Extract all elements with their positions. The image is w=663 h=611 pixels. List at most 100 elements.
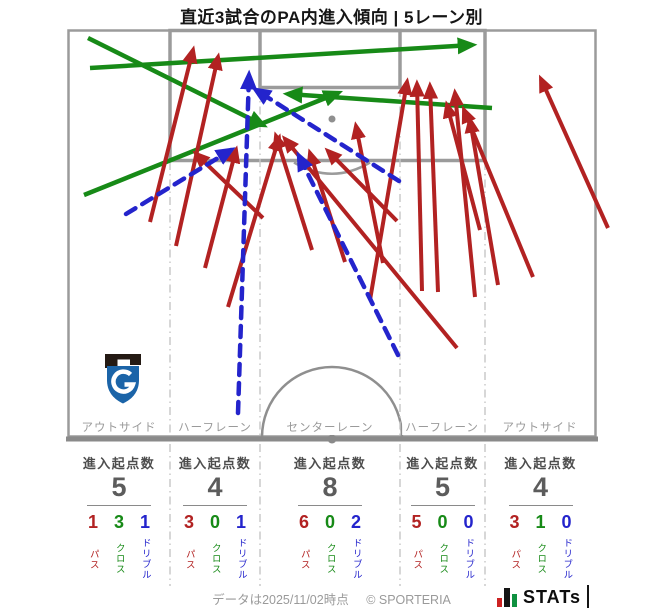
- dribble-count: 1: [139, 512, 150, 533]
- origins-count: 5: [111, 472, 127, 502]
- cross-count: 0: [324, 512, 335, 533]
- stat-column-1: 進入起点数 5 1 パス 3 クロス 1 ドリブル: [68, 449, 170, 587]
- cross-arrow: [86, 35, 268, 128]
- pass-count: 3: [509, 512, 520, 533]
- divider: [298, 505, 362, 507]
- stat-column-4: 進入起点数 5 5 パス 0 クロス 0 ドリブル: [400, 449, 485, 587]
- dribble-count: 2: [350, 512, 361, 533]
- cross-label: クロス: [437, 543, 449, 575]
- breakdown-row: 3 パス 1 クロス 0 ドリブル: [485, 513, 596, 583]
- penalty-spot: [328, 115, 336, 123]
- dribble-count: 0: [463, 512, 474, 533]
- data-timestamp-note: データは2025/11/02時点: [212, 593, 349, 607]
- stat-header: 進入起点数: [406, 456, 479, 471]
- pass-arrow: [422, 81, 440, 293]
- pass-count: 1: [87, 512, 98, 533]
- cross-arrow: [83, 90, 344, 198]
- pass-arrow: [203, 145, 241, 269]
- stat-column-5: 進入起点数 4 3 パス 1 クロス 0 ドリブル: [485, 449, 596, 587]
- origins-count: 5: [434, 472, 451, 502]
- pass-label: パス: [183, 548, 195, 570]
- pass-label: パス: [298, 548, 310, 570]
- black-bar: [504, 588, 510, 607]
- dribble-arrow: [235, 69, 258, 416]
- pass-arrow: [409, 79, 425, 292]
- cross-count: 0: [209, 512, 220, 533]
- pass-label: パス: [87, 548, 99, 570]
- dribble-label: ドリブル: [139, 538, 151, 581]
- stat-header: 進入起点数: [82, 456, 156, 471]
- pass-arrow: [368, 77, 413, 301]
- pass-count: 6: [298, 512, 309, 533]
- pass-label: パス: [411, 548, 423, 570]
- pass-arrow: [351, 121, 385, 264]
- stats-brand-logo: STATs: [497, 584, 589, 608]
- pass-arrow: [272, 131, 314, 251]
- breakdown-row: 1 パス 3 クロス 1 ドリブル: [68, 513, 170, 583]
- lane-label-halflane-right: ハーフレーン: [402, 419, 482, 435]
- breakdown-row: 3 パス 0 クロス 1 ドリブル: [170, 513, 260, 583]
- stat-column-2: 進入起点数 4 3 パス 0 クロス 1 ドリブル: [170, 449, 260, 587]
- divider: [183, 505, 247, 507]
- cross-label: クロス: [209, 543, 221, 575]
- stat-header: 進入起点数: [293, 456, 367, 471]
- dribble-count: 0: [561, 512, 572, 533]
- pass-count: 3: [183, 512, 194, 533]
- lane-label-outside-left: アウトサイド: [78, 419, 160, 435]
- divider: [410, 505, 475, 507]
- pass-arrow: [226, 133, 283, 308]
- footer: データは2025/11/02時点 © SPORTERIA: [0, 589, 663, 608]
- logo-divider: [587, 585, 589, 608]
- lane-dividers: [169, 89, 486, 586]
- stat-column-3: 進入起点数 8 6 パス 0 クロス 2 ドリブル: [260, 449, 400, 587]
- cross-arrow: [89, 37, 478, 71]
- center-circle-arc: [260, 365, 404, 438]
- goal-area: [258, 28, 402, 90]
- cross-label: クロス: [113, 543, 125, 575]
- stat-header: 進入起点数: [178, 456, 252, 471]
- origins-count: 4: [207, 472, 223, 502]
- crest-top: [105, 354, 141, 368]
- pass-arrow: [442, 100, 482, 231]
- dribble-arrow: [296, 151, 401, 358]
- pass-arrow: [539, 74, 610, 229]
- crest-g-mark: [111, 369, 137, 394]
- pass-label: パス: [509, 548, 521, 570]
- breakdown-row: 5 パス 0 クロス 0 ドリブル: [400, 513, 485, 583]
- dribble-label: ドリブル: [561, 538, 573, 581]
- pass-arrow: [464, 115, 500, 286]
- club-crest-logo: [105, 354, 141, 404]
- entry-arrows: [83, 35, 610, 416]
- green-bar: [512, 594, 517, 607]
- stat-header: 進入起点数: [504, 456, 577, 471]
- divider: [508, 505, 573, 507]
- page-title: 直近3試合のPA内進入傾向 | 5レーン別: [179, 8, 484, 27]
- dribble-label: ドリブル: [463, 538, 475, 581]
- dribble-arrow: [123, 147, 236, 217]
- breakdown-row: 6 パス 0 クロス 2 ドリブル: [260, 513, 400, 583]
- pass-arrow: [461, 105, 535, 278]
- pass-arrow: [448, 88, 477, 298]
- cross-label: クロス: [324, 543, 336, 575]
- divider: [87, 505, 151, 507]
- lane-label-center: センターレーン: [283, 419, 377, 435]
- lane-label-halflane-left: ハーフレーン: [175, 419, 255, 435]
- cross-label: クロス: [535, 543, 547, 575]
- dribble-arrow: [251, 87, 402, 184]
- cross-count: 0: [437, 512, 448, 533]
- bar-chart-icon: [497, 588, 517, 608]
- kickoff-spot: [327, 434, 337, 444]
- origins-count: 8: [322, 472, 338, 502]
- origins-count: 4: [532, 472, 549, 502]
- dribble-count: 1: [235, 512, 246, 533]
- lane-label-outside-right: アウトサイド: [499, 419, 581, 435]
- pass-arrow: [281, 135, 459, 350]
- pass-arrow: [306, 148, 347, 263]
- dribble-label: ドリブル: [235, 538, 247, 581]
- cross-count: 3: [113, 512, 124, 533]
- stats-logo-text: STATs: [523, 587, 581, 607]
- pass-count: 5: [411, 512, 422, 533]
- red-bar: [497, 598, 502, 607]
